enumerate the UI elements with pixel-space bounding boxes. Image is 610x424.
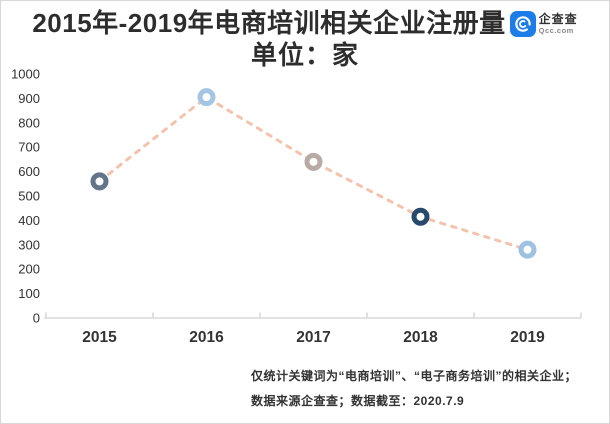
y-axis-label: 800 [18,115,40,130]
series-line [98,95,529,252]
data-point-2015 [90,172,109,191]
chart-footnote: 仅统计关键词为“电商培训”、“电子商务培训”的相关企业； 数据来源企查查；数据截… [251,364,577,414]
y-axis-label: 700 [18,140,40,155]
data-point-2018 [411,207,430,226]
y-axis-label: 200 [18,262,40,277]
qcc-logo-name: 企查查 [538,12,578,27]
chart-unit-label: 单位：家 [250,40,359,70]
y-axis-label: 100 [18,286,40,301]
x-axis-label: 2016 [189,329,224,346]
data-point-2017 [304,152,323,171]
y-axis-label: 500 [18,189,40,204]
footnote-line-2: 数据来源企查查；数据截至：2020.7.9 [251,394,465,408]
qcc-logo-domain: Qcc.com [538,26,574,36]
y-axis-label: 1000 [11,67,40,82]
x-axis-label: 2018 [403,329,438,346]
chart-title: 2015年-2019年电商培训相关企业注册量 [32,8,506,38]
footnote-line-1: 仅统计关键词为“电商培训”、“电子商务培训”的相关企业； [251,369,578,383]
y-axis-label: 0 [33,311,40,326]
x-axis-label: 2019 [510,329,545,346]
qcc-logo-icon [509,11,536,37]
y-axis-label: 900 [18,91,40,106]
x-axis-label: 2017 [296,329,330,346]
y-axis-label: 400 [18,213,40,228]
data-point-2016 [197,88,216,107]
qcc-logo: 企查查 Qcc.com [509,11,578,37]
y-axis-label: 300 [18,237,40,252]
y-axis-label: 600 [18,164,40,179]
data-point-2019 [518,240,537,259]
x-axis-label: 2015 [82,329,117,346]
chart-header: 2015年-2019年电商培训相关企业注册量 企查查 Qcc.com 单位：家 [1,7,609,70]
